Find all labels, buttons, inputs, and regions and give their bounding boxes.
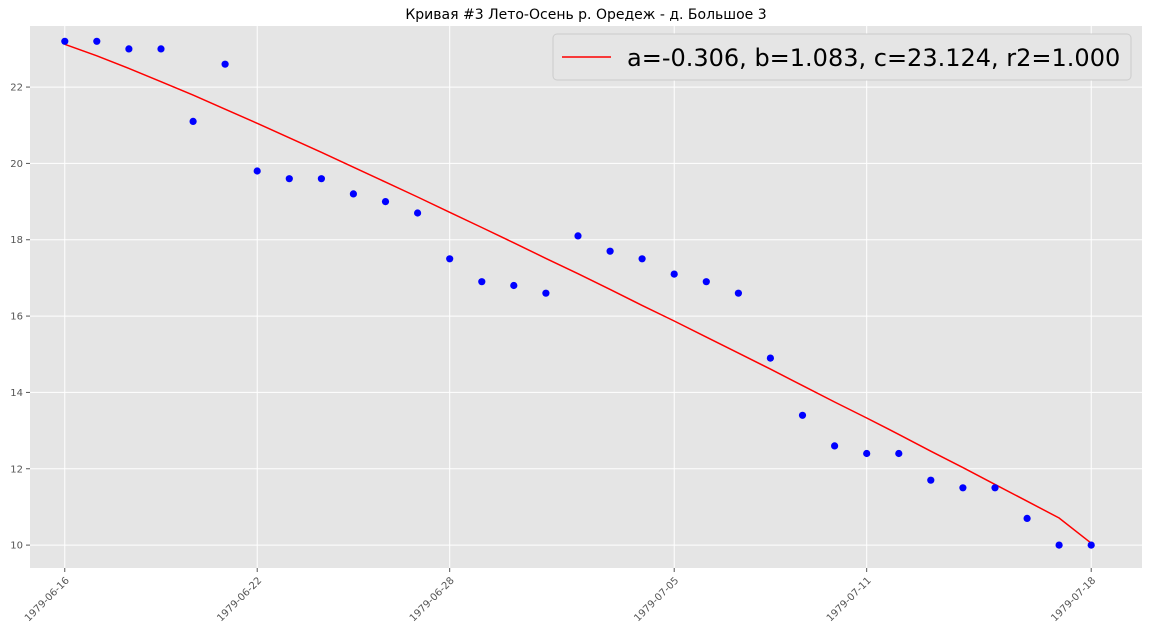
data-point: [189, 117, 197, 125]
x-tick-label: 1979-07-18: [1049, 575, 1098, 624]
data-point: [446, 255, 454, 263]
data-point: [510, 281, 518, 290]
x-tick-label: 1979-06-22: [215, 575, 264, 624]
x-tick-label: 1979-06-16: [23, 575, 72, 624]
data-point: [285, 175, 293, 183]
data-point: [1087, 541, 1095, 549]
data-point: [221, 60, 229, 68]
x-tick-label: 1979-07-05: [632, 575, 681, 624]
data-point: [702, 278, 710, 286]
data-point: [478, 278, 486, 286]
legend: a=-0.306, b=1.083, c=23.124, r2=1.000: [552, 33, 1132, 81]
data-point: [638, 255, 646, 263]
points-layer: [61, 37, 1095, 549]
x-tick-label: 1979-06-28: [408, 575, 457, 624]
y-tick-label: 22: [10, 83, 23, 94]
data-point: [670, 270, 678, 278]
y-tick-label: 14: [10, 388, 23, 399]
data-point: [93, 37, 101, 45]
data-point: [253, 167, 261, 175]
data-point: [863, 449, 871, 458]
chart-title: Кривая #3 Лето-Осень р. Оредеж - д. Боль…: [405, 7, 766, 23]
grid: [30, 26, 1142, 568]
y-tick-label: 12: [10, 464, 23, 475]
data-point: [157, 45, 165, 53]
data-point: [381, 198, 390, 206]
y-tick-label: 16: [10, 312, 23, 323]
data-point: [61, 37, 69, 45]
data-point: [1023, 514, 1031, 523]
data-point: [414, 209, 422, 217]
data-point: [1055, 541, 1063, 549]
legend-box: [552, 33, 1132, 81]
y-tick-label: 10: [10, 541, 23, 552]
y-axis: 10 12 14 16 18 20 22: [10, 83, 30, 552]
data-point: [734, 289, 743, 297]
data-point: [831, 442, 839, 450]
data-point: [574, 232, 582, 240]
fit-line: [64, 43, 1092, 544]
y-tick-label: 20: [10, 159, 23, 170]
fit-line-layer: [64, 43, 1092, 544]
y-tick-label: 18: [10, 235, 23, 246]
data-point: [317, 175, 325, 183]
data-point: [542, 289, 550, 297]
data-point: [349, 190, 357, 198]
data-point: [125, 45, 133, 53]
data-point: [766, 354, 775, 362]
data-point: [606, 247, 614, 255]
x-axis: 1979-06-16 1979-06-22 1979-06-28 1979-07-05…: [23, 568, 1098, 624]
legend-label: a=-0.306, b=1.083, c=23.124, r2=1.000: [627, 44, 1120, 72]
data-point: [991, 484, 999, 492]
data-point: [959, 484, 967, 492]
data-point: [895, 449, 903, 458]
data-point: [927, 476, 935, 484]
data-point: [798, 411, 807, 419]
plot-area: [30, 26, 1142, 568]
x-tick-label: 1979-07-11: [825, 575, 874, 624]
